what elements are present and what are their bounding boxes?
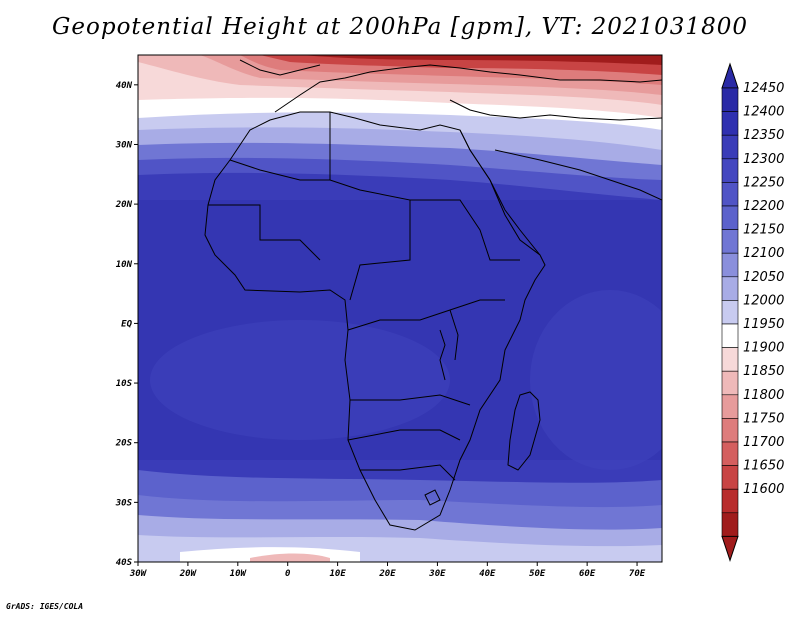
colorbar-swatch xyxy=(721,252,739,278)
longitude-axis: 30W 20W 10W 0 10E 20E 30E 40E 50E 60E 70E xyxy=(129,562,646,579)
colorbar-swatch xyxy=(721,158,739,183)
lat-tick-label: 30S xyxy=(115,498,133,508)
colorbar: 12450 12400 12350 12300 12250 12200 12150 12100… xyxy=(721,62,784,562)
footer-credit: GrADS: IGES/COLA xyxy=(6,602,84,611)
colorbar-swatch xyxy=(721,441,739,466)
colorbar-level-label: 12250 xyxy=(743,175,784,190)
colorbar-bottom-arrow xyxy=(721,535,739,562)
colorbar-level-label: 11750 xyxy=(743,411,784,426)
lat-tick-label: 40S xyxy=(116,558,133,568)
colorbar-level-label: 12450 xyxy=(743,81,784,96)
lon-tick-label: 10W xyxy=(230,569,248,579)
lon-tick-label: 30W xyxy=(129,569,148,579)
lon-tick-label: 60E xyxy=(579,569,596,579)
colorbar-swatch xyxy=(721,111,739,136)
lat-tick-label: 40N xyxy=(116,81,133,91)
colorbar-swatch xyxy=(721,300,739,325)
lat-tick-label: 30N xyxy=(115,140,133,150)
colorbar-swatch xyxy=(721,347,739,372)
colorbar-level-label: 12350 xyxy=(743,128,784,143)
colorbar-level-label: 11800 xyxy=(743,388,784,403)
lon-tick-label: 30E xyxy=(428,569,446,579)
colorbar-swatch xyxy=(721,323,739,348)
lon-tick-label: 20E xyxy=(378,569,396,579)
chart-title: Geopotential Height at 200hPa [gpm], VT:… xyxy=(52,14,748,40)
colorbar-swatch xyxy=(721,465,739,490)
lat-tick-label: 20S xyxy=(115,439,133,449)
colorbar-level-label: 11700 xyxy=(743,435,784,450)
coastlines xyxy=(204,59,662,531)
colorbar-swatch xyxy=(721,87,739,112)
lat-tick-label: EQ xyxy=(121,319,132,329)
colorbar-swatch xyxy=(721,394,739,419)
colorbar-swatch xyxy=(721,205,739,230)
lon-tick-label: 50E xyxy=(529,569,546,579)
lon-tick-label: 10E xyxy=(329,569,346,579)
colorbar-level-label: 12050 xyxy=(743,270,784,285)
lat-tick-label: 20N xyxy=(115,200,133,210)
colorbar-level-label: 12400 xyxy=(743,105,784,120)
colorbar-level-label: 11650 xyxy=(743,459,784,474)
colorbar-swatch xyxy=(721,134,739,160)
colorbar-swatch xyxy=(721,229,739,254)
colorbar-swatch xyxy=(721,276,739,301)
colorbar-level-label: 12000 xyxy=(743,293,784,308)
colorbar-swatch xyxy=(721,512,739,537)
latitude-axis: 40N 30N 20N 10N EQ 10S 20S 30S 40S xyxy=(115,81,138,568)
colorbar-level-label: 11900 xyxy=(743,341,784,356)
colorbar-swatch xyxy=(721,488,739,514)
lon-tick-label: 40E xyxy=(479,569,496,579)
lon-tick-label: 20W xyxy=(179,569,198,579)
colorbar-swatch xyxy=(721,370,739,396)
lon-tick-label: 0 xyxy=(285,569,291,579)
lat-tick-label: 10N xyxy=(116,260,133,270)
colorbar-level-label: 12300 xyxy=(743,152,784,167)
colorbar-swatch xyxy=(721,182,739,207)
map-frame xyxy=(137,54,663,563)
colorbar-level-label: 11850 xyxy=(743,364,784,379)
colorbar-level-label: 11950 xyxy=(743,317,784,332)
height-field xyxy=(138,55,662,562)
colorbar-level-label: 12100 xyxy=(743,246,784,261)
lon-tick-label: 70E xyxy=(629,569,646,579)
colorbar-level-label: 12150 xyxy=(743,223,784,238)
colorbar-swatch xyxy=(721,418,739,443)
lat-tick-label: 10S xyxy=(116,379,133,389)
colorbar-level-label: 12200 xyxy=(743,199,784,214)
colorbar-top-arrow xyxy=(721,62,739,89)
colorbar-level-label: 11600 xyxy=(743,482,784,497)
